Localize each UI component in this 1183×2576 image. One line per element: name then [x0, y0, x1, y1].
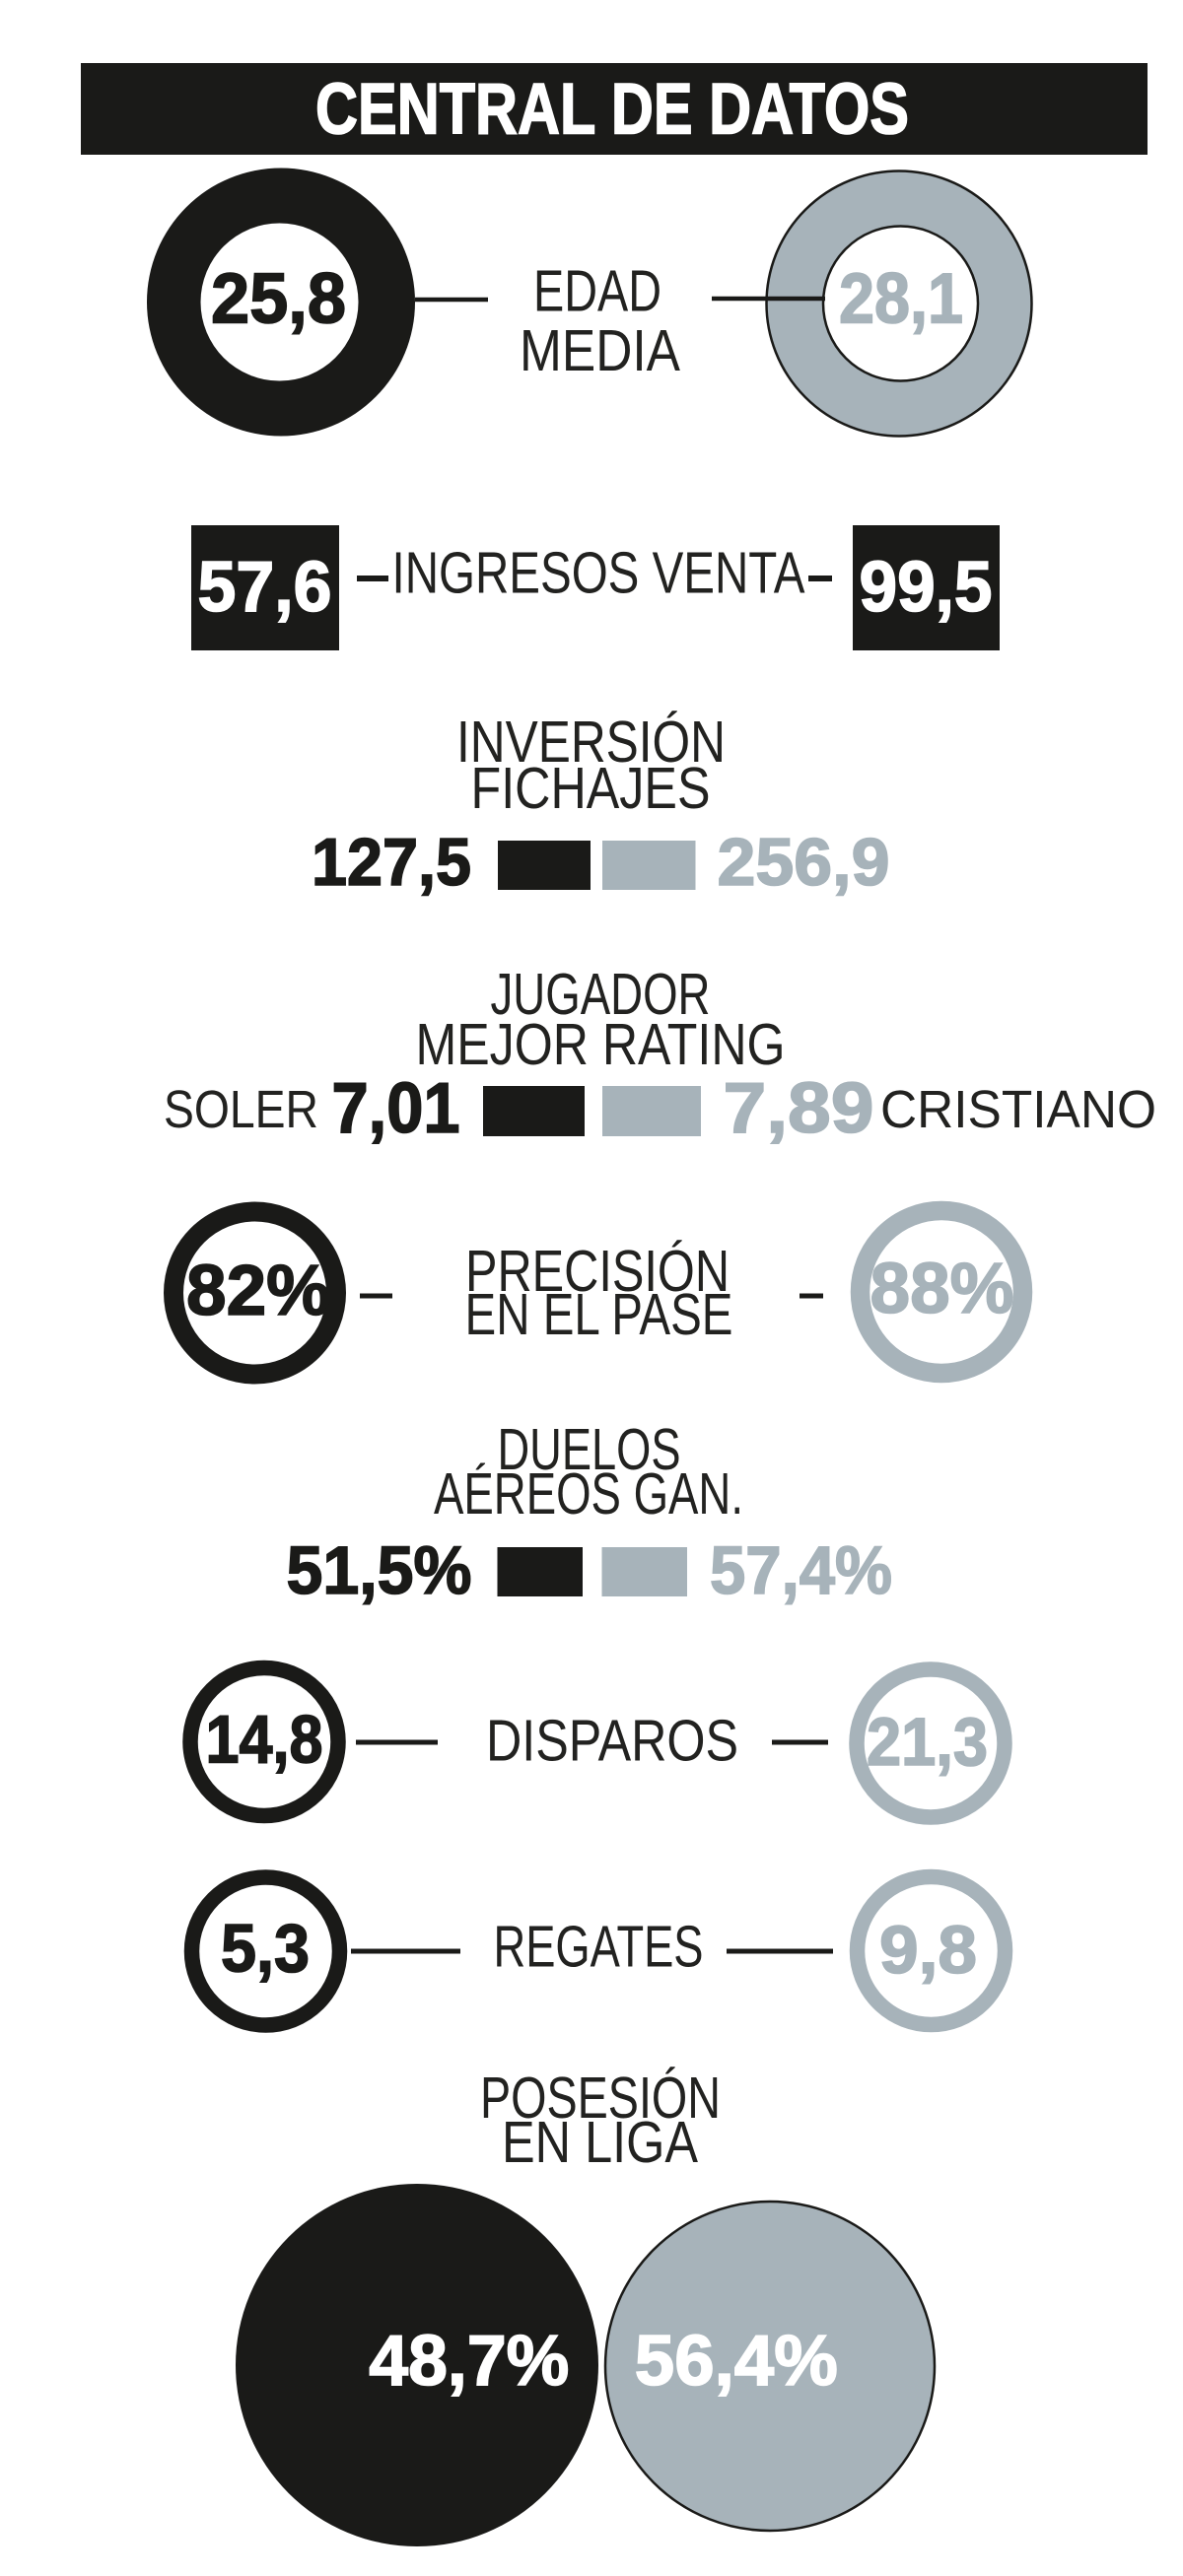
- svg-text:SOLER: SOLER: [164, 1080, 318, 1139]
- svg-text:7,89: 7,89: [724, 1069, 874, 1148]
- svg-text:EDAD: EDAD: [533, 259, 661, 324]
- svg-text:99,5: 99,5: [860, 548, 993, 627]
- svg-text:DUELOS: DUELOS: [498, 1417, 681, 1482]
- svg-text:AÉREOS GAN.: AÉREOS GAN.: [434, 1461, 743, 1526]
- svg-text:EN LIGA: EN LIGA: [502, 2110, 699, 2175]
- svg-text:51,5%: 51,5%: [287, 1532, 472, 1608]
- svg-text:14,8: 14,8: [206, 1702, 323, 1778]
- svg-text:INGRESOS VENTA: INGRESOS VENTA: [392, 541, 806, 606]
- svg-text:88%: 88%: [870, 1250, 1014, 1328]
- svg-text:21,3: 21,3: [867, 1704, 988, 1780]
- svg-text:PRECISIÓN: PRECISIÓN: [465, 1239, 730, 1304]
- svg-text:82%: 82%: [186, 1252, 330, 1330]
- svg-text:56,4%: 56,4%: [635, 2322, 838, 2401]
- svg-text:DISPAROS: DISPAROS: [486, 1709, 738, 1774]
- svg-text:FICHAJES: FICHAJES: [471, 756, 711, 821]
- svg-text:CENTRAL DE DATOS: CENTRAL DE DATOS: [315, 70, 909, 150]
- svg-text:127,5: 127,5: [312, 825, 471, 900]
- svg-text:EN EL PASE: EN EL PASE: [465, 1282, 733, 1347]
- svg-text:JUGADOR: JUGADOR: [491, 962, 711, 1027]
- svg-text:48,7%: 48,7%: [369, 2322, 569, 2401]
- svg-text:7,01: 7,01: [332, 1069, 460, 1148]
- svg-text:9,8: 9,8: [879, 1912, 977, 1988]
- svg-text:REGATES: REGATES: [494, 1915, 704, 1980]
- svg-text:CRISTIANO: CRISTIANO: [880, 1080, 1156, 1139]
- svg-text:INVERSIÓN: INVERSIÓN: [456, 710, 726, 775]
- svg-text:5,3: 5,3: [221, 1911, 310, 1987]
- svg-text:MEJOR RATING: MEJOR RATING: [416, 1012, 786, 1077]
- svg-text:57,6: 57,6: [198, 548, 332, 627]
- svg-text:28,1: 28,1: [839, 260, 963, 339]
- svg-text:25,8: 25,8: [211, 260, 346, 339]
- svg-text:MEDIA: MEDIA: [520, 318, 681, 383]
- svg-text:256,9: 256,9: [718, 825, 890, 900]
- svg-text:POSESIÓN: POSESIÓN: [480, 2066, 721, 2131]
- svg-text:57,4%: 57,4%: [710, 1532, 892, 1608]
